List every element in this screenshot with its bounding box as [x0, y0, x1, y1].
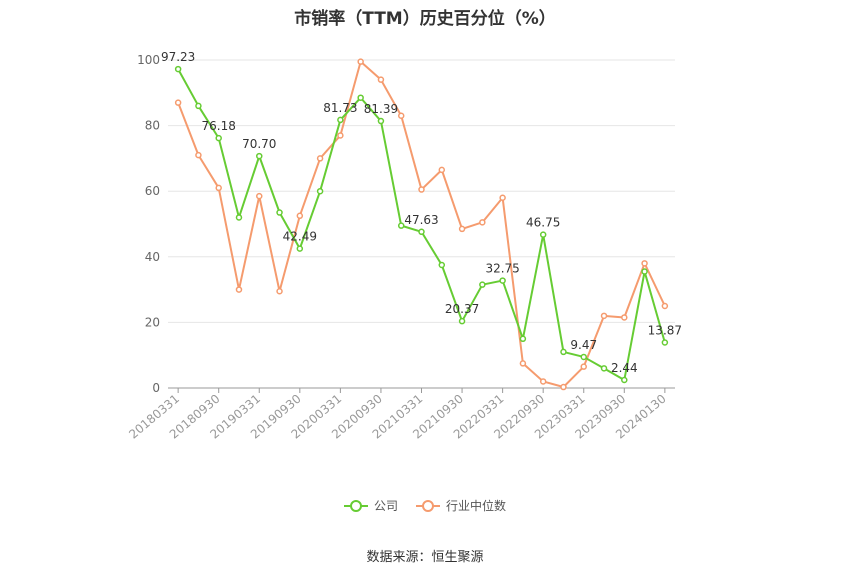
data-label: 32.75 [485, 262, 519, 276]
data-point-company [539, 231, 547, 238]
data-point-company [519, 335, 527, 343]
data-point-company [560, 348, 567, 356]
data-point-industry [337, 132, 344, 139]
data-point-industry [256, 192, 263, 200]
data-point-industry [661, 302, 669, 310]
data-point-industry [499, 194, 506, 202]
data-point-company [418, 228, 425, 236]
data-point-company [661, 339, 669, 346]
data-point-industry [580, 363, 587, 370]
y-tick-label: 60 [145, 184, 160, 198]
data-point-industry [195, 151, 202, 159]
data-label: 76.18 [202, 119, 236, 133]
data-label: 70.70 [242, 137, 276, 151]
data-label: 13.87 [648, 324, 682, 338]
data-label: 20.37 [445, 302, 479, 316]
data-point-company [397, 222, 405, 229]
data-point-company [600, 365, 608, 372]
data-point-industry [458, 225, 466, 233]
data-label: 81.73 [323, 101, 357, 115]
data-point-company [235, 214, 243, 221]
chart-title: 市销率（TTM）历史百分位（%） [294, 9, 556, 29]
data-point-industry [418, 186, 425, 193]
data-point-industry [479, 219, 486, 226]
legend-item-company[interactable]: 公司 [343, 497, 398, 514]
data-point-company [438, 261, 446, 269]
data-label: 81.39 [364, 102, 398, 116]
data-label: 97.23 [161, 50, 195, 64]
data-label: 2.44 [611, 361, 638, 375]
legend-swatch-company [343, 499, 368, 513]
legend-item-industry[interactable]: 行业中位数 [416, 497, 506, 514]
data-point-company [479, 281, 486, 288]
data-point-industry [519, 360, 527, 367]
data-point-industry [276, 287, 283, 295]
data-point-industry [397, 112, 405, 120]
legend: 公司 行业中位数 [0, 497, 850, 514]
data-point-industry [600, 312, 608, 320]
data-label: 46.75 [526, 216, 560, 230]
data-point-company [296, 245, 304, 252]
data-source: 数据来源：恒生聚源 [366, 550, 484, 565]
data-point-industry [377, 76, 385, 83]
legend-swatch-industry [416, 499, 440, 513]
y-tick-label: 80 [145, 119, 160, 133]
data-point-company [276, 209, 283, 216]
data-point-company [357, 94, 364, 101]
data-point-company [458, 317, 466, 325]
y-tick-label: 20 [145, 315, 160, 329]
legend-label-company: 公司 [373, 499, 398, 513]
data-point-company [174, 65, 182, 73]
data-point-company [499, 277, 506, 284]
data-point-industry [641, 260, 648, 267]
data-point-company [316, 187, 324, 195]
data-point-industry [560, 383, 567, 391]
data-point-industry [296, 212, 304, 220]
data-point-industry [438, 166, 446, 174]
data-point-company [377, 117, 385, 125]
data-point-company [256, 152, 263, 160]
data-point-company [215, 134, 222, 142]
data-point-industry [235, 286, 243, 293]
data-point-company [195, 102, 202, 110]
y-tick-label: 40 [145, 250, 160, 264]
data-point-industry [357, 58, 364, 65]
data-point-industry [621, 314, 628, 321]
data-label: 47.63 [404, 213, 438, 227]
data-point-company [337, 116, 344, 124]
y-tick-label: 100 [137, 53, 160, 67]
data-point-industry [539, 378, 547, 385]
y-tick-label: 0 [152, 381, 160, 395]
data-point-company [641, 268, 648, 275]
data-point-company [580, 353, 587, 361]
data-point-industry [215, 184, 222, 192]
legend-label-industry: 行业中位数 [446, 499, 507, 513]
data-point-industry [174, 99, 182, 106]
data-label: 42.49 [283, 230, 317, 244]
data-point-industry [316, 155, 324, 162]
data-label: 9.47 [570, 338, 597, 352]
data-point-company [621, 376, 628, 384]
